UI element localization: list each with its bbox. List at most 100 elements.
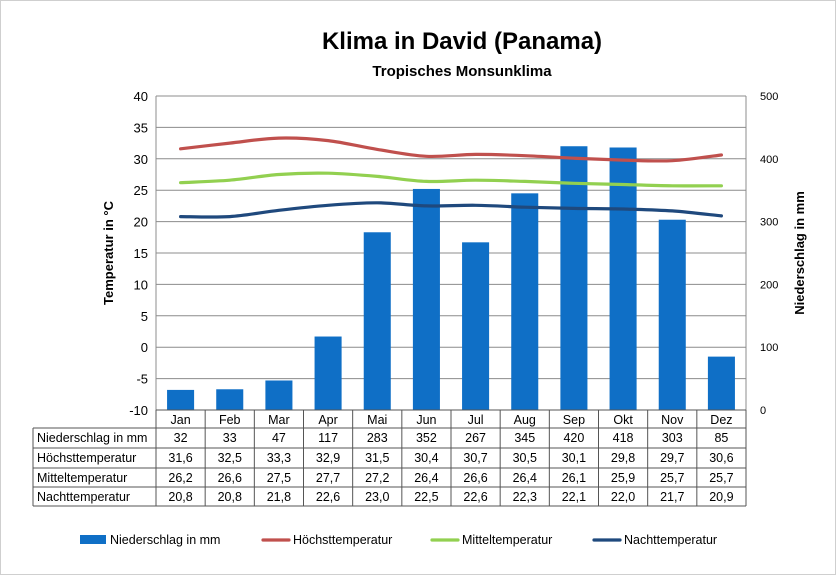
table-cell: 31,5 bbox=[365, 451, 389, 465]
table-cell: 22,6 bbox=[316, 490, 340, 504]
table-cell: 26,4 bbox=[513, 471, 537, 485]
y-right-axis-label: Niederschlag in mm bbox=[792, 191, 807, 315]
table-cell: 20,9 bbox=[709, 490, 733, 504]
table-cell: 26,6 bbox=[218, 471, 242, 485]
bar-niederschlag bbox=[462, 242, 490, 410]
table-cell: 283 bbox=[367, 431, 388, 445]
table-cell: 33,3 bbox=[267, 451, 291, 465]
x-tick-label: Aug bbox=[514, 413, 536, 427]
y-left-tick-label: 0 bbox=[141, 340, 148, 355]
table-cell: 32,9 bbox=[316, 451, 340, 465]
y-left-tick-label: -10 bbox=[129, 403, 148, 418]
table-cell: 26,6 bbox=[463, 471, 487, 485]
table-cell: 20,8 bbox=[168, 490, 192, 504]
bar-niederschlag bbox=[314, 336, 342, 410]
table-cell: 29,7 bbox=[660, 451, 684, 465]
table-row-header: Niederschlag in mm bbox=[37, 431, 147, 445]
y-right-tick-label: 300 bbox=[760, 217, 778, 229]
table-cell: 26,1 bbox=[562, 471, 586, 485]
y-left-tick-label: 20 bbox=[134, 215, 148, 230]
table-cell: 31,6 bbox=[168, 451, 192, 465]
chart-title: Klima in David (Panama) bbox=[322, 28, 602, 55]
y-left-tick-label: 15 bbox=[134, 246, 148, 261]
table-cell: 25,7 bbox=[709, 471, 733, 485]
table-cell: 352 bbox=[416, 431, 437, 445]
legend-label: Nachttemperatur bbox=[624, 533, 717, 547]
y-left-tick-label: 10 bbox=[134, 277, 148, 292]
bar-niederschlag bbox=[265, 380, 293, 410]
y-left-tick-label: 30 bbox=[134, 152, 148, 167]
table-cell: 33 bbox=[223, 431, 237, 445]
table-cell: 27,7 bbox=[316, 471, 340, 485]
table-cell: 27,5 bbox=[267, 471, 291, 485]
x-tick-label: Sep bbox=[563, 413, 585, 427]
bar-niederschlag bbox=[216, 389, 244, 410]
table-cell: 30,4 bbox=[414, 451, 438, 465]
line-hoechsttemperatur bbox=[179, 136, 723, 163]
table-cell: 418 bbox=[613, 431, 634, 445]
table-cell: 26,2 bbox=[168, 471, 192, 485]
x-tick-label: Nov bbox=[661, 413, 684, 427]
table-cell: 27,2 bbox=[365, 471, 389, 485]
table-cell: 22,5 bbox=[414, 490, 438, 504]
legend-label: Höchsttemperatur bbox=[293, 533, 392, 547]
line-mitteltemperatur bbox=[179, 171, 723, 188]
bar-niederschlag bbox=[609, 147, 637, 410]
x-tick-label: Okt bbox=[613, 413, 633, 427]
table-cell: 22,1 bbox=[562, 490, 586, 504]
y-left-tick-label: -5 bbox=[136, 372, 148, 387]
bar-niederschlag bbox=[658, 219, 686, 410]
table-cell: 85 bbox=[714, 431, 728, 445]
table-cell: 23,0 bbox=[365, 490, 389, 504]
x-tick-label: Jan bbox=[171, 413, 191, 427]
table-cell: 22,3 bbox=[513, 490, 537, 504]
table-cell: 30,5 bbox=[513, 451, 537, 465]
table-cell: 26,4 bbox=[414, 471, 438, 485]
bar-niederschlag bbox=[560, 146, 588, 411]
y-right-tick-label: 400 bbox=[760, 154, 778, 166]
y-left-axis-label: Temperatur in °C bbox=[101, 200, 116, 305]
x-tick-label: Feb bbox=[219, 413, 241, 427]
table-row-header: Höchsttemperatur bbox=[37, 451, 136, 465]
bar-niederschlag bbox=[412, 188, 440, 410]
y-left-tick-label: 25 bbox=[134, 183, 148, 198]
table-cell: 21,8 bbox=[267, 490, 291, 504]
table-cell: 22,6 bbox=[463, 490, 487, 504]
table-cell: 25,7 bbox=[660, 471, 684, 485]
y-left-tick-label: 40 bbox=[134, 89, 148, 104]
table-cell: 32,5 bbox=[218, 451, 242, 465]
x-tick-label: Mai bbox=[367, 413, 387, 427]
y-right-tick-label: 100 bbox=[760, 342, 778, 354]
x-tick-label: Jun bbox=[416, 413, 436, 427]
table-cell: 303 bbox=[662, 431, 683, 445]
table-cell: 30,7 bbox=[463, 451, 487, 465]
y-right-tick-label: 200 bbox=[760, 279, 778, 291]
table-cell: 21,7 bbox=[660, 490, 684, 504]
x-tick-label: Jul bbox=[468, 413, 484, 427]
bar-niederschlag bbox=[363, 232, 391, 410]
table-cell: 117 bbox=[318, 431, 338, 445]
bar-niederschlag bbox=[511, 193, 539, 410]
table-cell: 29,8 bbox=[611, 451, 635, 465]
table-cell: 30,6 bbox=[709, 451, 733, 465]
table-row-header: Nachttemperatur bbox=[37, 490, 130, 504]
table-cell: 47 bbox=[272, 431, 286, 445]
chart-subtitle: Tropisches Monsunklima bbox=[372, 63, 552, 80]
y-right-tick-label: 0 bbox=[760, 405, 766, 417]
y-left-tick-label: 5 bbox=[141, 309, 148, 324]
table-cell: 345 bbox=[514, 431, 535, 445]
x-tick-label: Mar bbox=[268, 413, 290, 427]
table-row-header: Mitteltemperatur bbox=[37, 471, 127, 485]
line-nachttemperatur bbox=[179, 201, 723, 219]
bar-niederschlag bbox=[707, 356, 735, 410]
table-cell: 22,0 bbox=[611, 490, 635, 504]
table-cell: 20,8 bbox=[218, 490, 242, 504]
legend-label: Niederschlag in mm bbox=[110, 533, 220, 547]
y-left-tick-label: 35 bbox=[134, 120, 148, 135]
table-cell: 25,9 bbox=[611, 471, 635, 485]
y-right-tick-label: 500 bbox=[760, 91, 778, 103]
legend-label: Mitteltemperatur bbox=[462, 533, 552, 547]
table-cell: 30,1 bbox=[562, 451, 586, 465]
legend-swatch bbox=[80, 535, 106, 544]
